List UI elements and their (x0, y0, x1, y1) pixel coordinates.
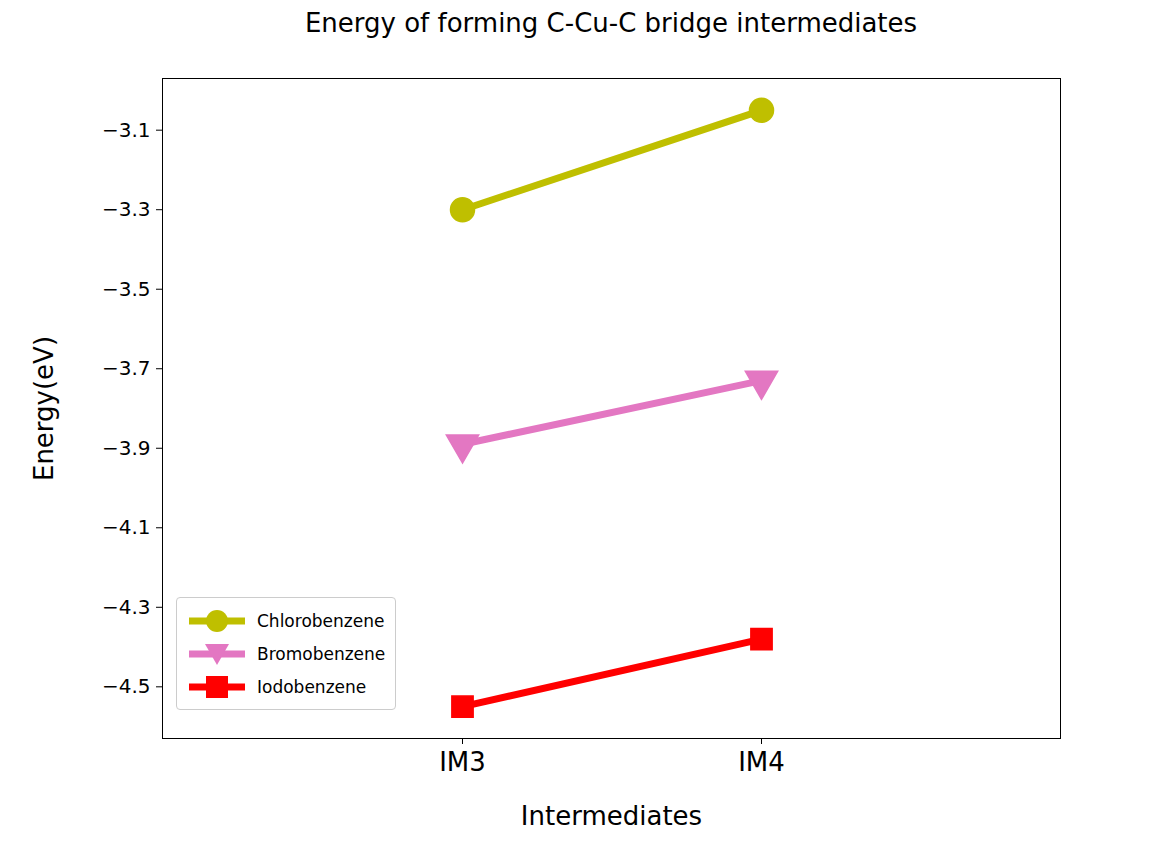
svg-text:−3.1: −3.1 (102, 118, 151, 142)
svg-text:−3.5: −3.5 (102, 277, 151, 301)
svg-text:−4.3: −4.3 (102, 595, 151, 619)
svg-text:Intermediates: Intermediates (521, 801, 702, 831)
html-text:Chlorobenzene: Chlorobenzene (257, 610, 385, 631)
html-text:Bromobenzene: Bromobenzene (257, 643, 386, 664)
svg-text:−3.7: −3.7 (102, 356, 151, 380)
svg-text:IM4: IM4 (738, 747, 785, 777)
svg-text:−3.3: −3.3 (102, 197, 151, 221)
html-text:Energy of forming C-Cu-C bridg: Energy of forming C-Cu-C bridge intermed… (304, 8, 918, 38)
svg-text:−3.9: −3.9 (102, 436, 151, 460)
svg-text:−4.5: −4.5 (102, 674, 151, 698)
svg-text:IM3: IM3 (439, 747, 486, 777)
svg-text:−4.1: −4.1 (102, 515, 151, 539)
html-text:Iodobenzene: Iodobenzene (257, 676, 367, 697)
svg-text:Energy(eV): Energy(eV) (29, 336, 59, 481)
